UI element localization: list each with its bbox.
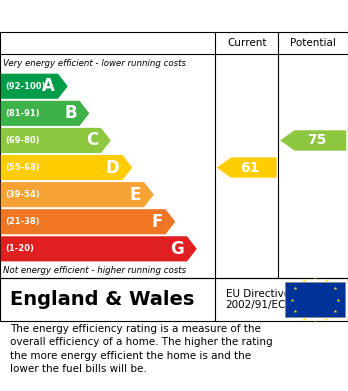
Text: (21-38): (21-38)	[5, 217, 40, 226]
Polygon shape	[1, 155, 132, 180]
Text: A: A	[42, 77, 55, 95]
Polygon shape	[280, 130, 346, 151]
Polygon shape	[1, 74, 68, 99]
Text: EU Directive
2002/91/EC: EU Directive 2002/91/EC	[226, 289, 290, 310]
Polygon shape	[1, 101, 89, 126]
Text: 61: 61	[240, 161, 260, 174]
Polygon shape	[1, 128, 111, 153]
Polygon shape	[217, 158, 277, 178]
Text: Not energy efficient - higher running costs: Not energy efficient - higher running co…	[3, 266, 187, 275]
Text: G: G	[171, 240, 184, 258]
Text: (1-20): (1-20)	[5, 244, 34, 253]
Text: Very energy efficient - lower running costs: Very energy efficient - lower running co…	[3, 59, 187, 68]
Text: 75: 75	[307, 133, 326, 147]
Text: (81-91): (81-91)	[5, 109, 40, 118]
Text: F: F	[151, 213, 163, 231]
Text: Energy Efficiency Rating: Energy Efficiency Rating	[9, 7, 238, 25]
Bar	[285, 282, 345, 317]
Polygon shape	[1, 236, 197, 262]
Text: The energy efficiency rating is a measure of the
overall efficiency of a home. T: The energy efficiency rating is a measur…	[10, 324, 273, 374]
Polygon shape	[1, 182, 154, 207]
Text: Current: Current	[227, 38, 267, 48]
Text: England & Wales: England & Wales	[10, 290, 195, 309]
Text: D: D	[106, 158, 120, 177]
Text: (39-54): (39-54)	[5, 190, 40, 199]
Text: C: C	[86, 131, 98, 149]
Text: Potential: Potential	[290, 38, 336, 48]
Polygon shape	[1, 209, 175, 234]
Text: B: B	[64, 104, 77, 122]
Text: (55-68): (55-68)	[5, 163, 40, 172]
Text: (69-80): (69-80)	[5, 136, 40, 145]
Text: (92-100): (92-100)	[5, 82, 46, 91]
Text: E: E	[130, 186, 141, 204]
